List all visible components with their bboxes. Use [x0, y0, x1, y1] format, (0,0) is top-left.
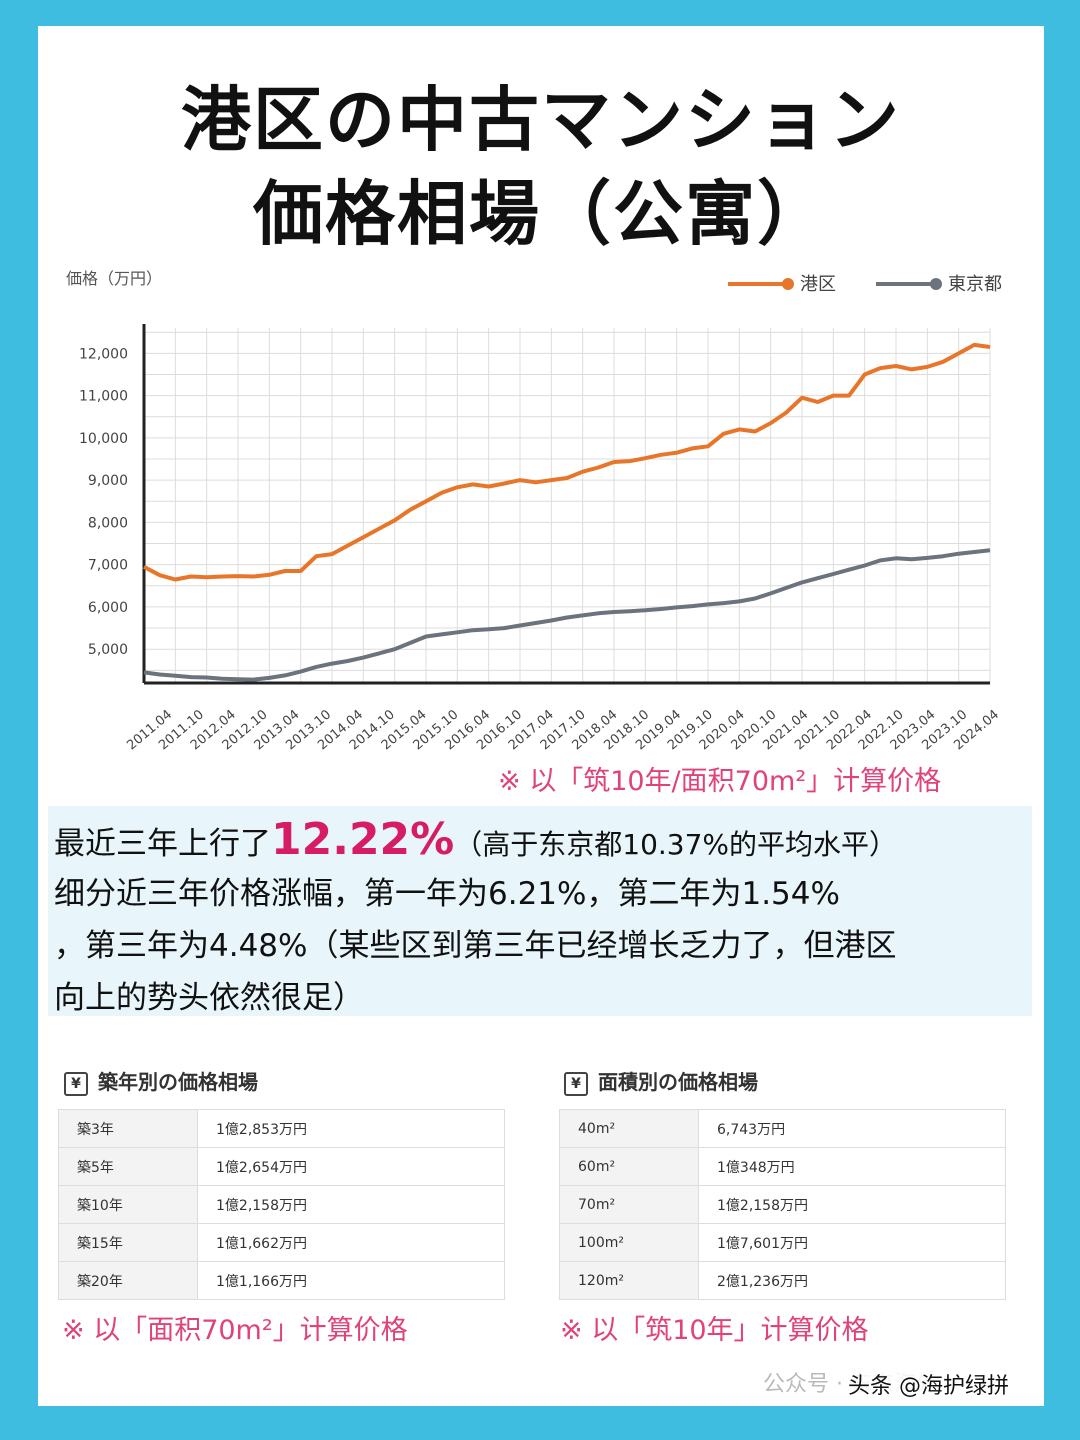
age-table-heading: ¥ 築年別の価格相場 — [64, 1066, 258, 1096]
row-key: 築20年 — [58, 1261, 198, 1300]
legend-swatch-dot — [782, 278, 794, 290]
table-row: 築10年 1億2,158万円 — [58, 1185, 505, 1224]
y-tick-label: 12,000 — [79, 346, 128, 362]
table-row: 100m² 1億7,601万円 — [559, 1223, 1006, 1262]
row-key: 70m² — [559, 1185, 699, 1224]
summary-prefix: 最近三年上行了 — [54, 826, 271, 862]
growth-highlight: 12.22% — [271, 814, 455, 865]
y-tick-label: 5,000 — [88, 642, 128, 658]
row-price: 1億2,654万円 — [197, 1147, 505, 1186]
table-row: 築20年 1億1,166万円 — [58, 1261, 505, 1300]
summary-line-2: 细分近三年价格涨幅，第一年为6.21%，第二年为1.54% — [54, 876, 840, 912]
y-tick-label: 8,000 — [88, 515, 128, 531]
table-row: 40m² 6,743万円 — [559, 1109, 1006, 1148]
y-tick-label: 6,000 — [88, 600, 128, 616]
table-row: 60m² 1億348万円 — [559, 1147, 1006, 1186]
y-tick-label: 11,000 — [79, 389, 128, 405]
row-price: 1億2,158万円 — [698, 1185, 1006, 1224]
row-price: 6,743万円 — [698, 1109, 1006, 1148]
summary-comparison: （高于东京都10.37%的平均水平） — [454, 828, 898, 861]
row-price: 1億2,158万円 — [197, 1185, 505, 1224]
row-key: 60m² — [559, 1147, 699, 1186]
area-table-heading: ¥ 面積別の価格相場 — [564, 1066, 758, 1096]
summary-line-1: 最近三年上行了12.22%（高于东京都10.37%的平均水平） — [54, 814, 897, 865]
y-tick-label: 9,000 — [88, 473, 128, 489]
age-price-table: 築3年 1億2,853万円 築5年 1億2,654万円 築10年 1億2,158万円 築15… — [58, 1109, 505, 1300]
row-key: 築15年 — [58, 1223, 198, 1262]
age-table-title: 築年別の価格相場 — [98, 1070, 258, 1094]
table-row: 70m² 1億2,158万円 — [559, 1185, 1006, 1224]
yen-icon: ¥ — [64, 1071, 88, 1096]
y-tick-label: 10,000 — [79, 431, 128, 447]
row-key: 40m² — [559, 1109, 699, 1148]
table-row: 築3年 1億2,853万円 — [58, 1109, 505, 1148]
row-price: 1億348万円 — [698, 1147, 1006, 1186]
page-title-line2: 価格相場（公寓） — [253, 173, 829, 255]
summary-line-3: ，第三年为4.48%（某些区到第三年已经增长乏力了，但港区 — [54, 928, 897, 964]
table-row: 築5年 1億2,654万円 — [58, 1147, 505, 1186]
row-key: 120m² — [559, 1261, 699, 1300]
page-title-line1: 港区の中古マンション — [181, 79, 901, 161]
yen-icon: ¥ — [564, 1071, 588, 1096]
infographic-card: 港区の中古マンション 価格相場（公寓） 5,000 6,000 7,000 8,000… — [38, 26, 1044, 1406]
area-price-table: 40m² 6,743万円 60m² 1億348万円 70m² 1億2,158万円 100m²… — [559, 1109, 1006, 1300]
row-price: 1億7,601万円 — [698, 1223, 1006, 1262]
y-tick-label: 7,000 — [88, 558, 128, 574]
summary-box: 最近三年上行了12.22%（高于东京都10.37%的平均水平） 细分近三年价格涨… — [48, 806, 1032, 1016]
area-table-footnote: ※ 以「筑10年」计算价格 — [560, 1315, 869, 1346]
row-price: 1億1,166万円 — [197, 1261, 505, 1300]
legend-swatch-dot — [930, 278, 942, 290]
series-line-minato — [143, 342, 991, 582]
legend-label: 東京都 — [948, 274, 1002, 295]
row-key: 築5年 — [58, 1147, 198, 1186]
watermark-toutiao: 头条 @海护绿拼 — [848, 1368, 1009, 1400]
table-row: 築15年 1億1,662万円 — [58, 1223, 505, 1262]
row-key: 100m² — [559, 1223, 699, 1262]
age-table-footnote: ※ 以「面积70m²」计算价格 — [62, 1315, 408, 1346]
row-price: 1億2,853万円 — [197, 1109, 505, 1148]
chart-footnote: ※ 以「筑10年/面积70m²」计算价格 — [498, 766, 942, 797]
table-row: 120m² 2億1,236万円 — [559, 1261, 1006, 1300]
row-key: 築10年 — [58, 1185, 198, 1224]
price-line-chart: 5,000 6,000 7,000 8,000 9,000 10,000 11,000 12,… — [66, 269, 1002, 753]
row-price: 2億1,236万円 — [698, 1261, 1006, 1300]
area-table-title: 面積別の価格相場 — [598, 1070, 758, 1094]
row-price: 1億1,662万円 — [197, 1223, 505, 1262]
y-axis-label: 価格（万円） — [66, 269, 162, 288]
summary-line-4: 向上的势头依然很足） — [54, 980, 364, 1016]
row-key: 築3年 — [58, 1109, 198, 1148]
series-line-tokyo — [143, 548, 991, 682]
legend-label: 港区 — [800, 274, 836, 295]
